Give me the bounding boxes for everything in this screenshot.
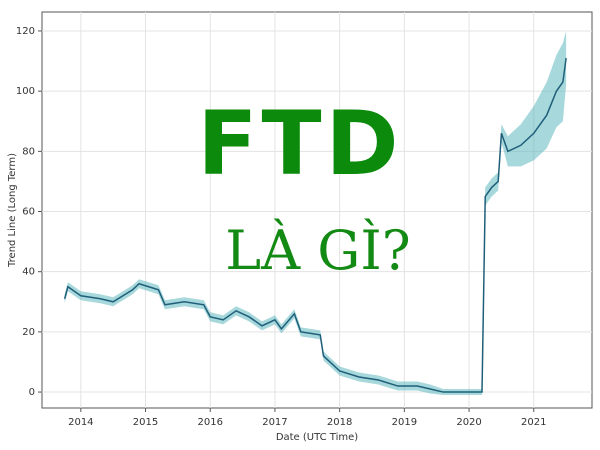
y-tick-label: 0 [29,387,35,398]
trend-line [63,57,567,393]
x-tick-label: 2020 [456,417,481,428]
overlay-title: FTD [197,92,402,195]
plot-frame [41,11,593,409]
grid [38,12,592,412]
confidence-band [64,30,567,396]
x-tick-label: 2019 [392,417,417,428]
y-axis-label: Trend Line (Long Term) [7,153,18,268]
y-tick-label: 40 [22,267,35,278]
x-tick-label: 2021 [521,417,546,428]
labels: 0 20 40 60 80 100 120 2014 2015 2016 2017 2018 2019 2… [16,26,547,428]
y-tick-label: 80 [22,146,35,157]
x-tick-label: 2016 [198,417,223,428]
y-tick-label: 120 [16,26,35,37]
y-tick-label: 60 [22,207,35,218]
x-tick-label: 2018 [327,417,352,428]
y-tick-label: 20 [22,327,35,338]
x-tick-label: 2014 [68,417,93,428]
overlay-subtitle: LÀ GÌ? [225,218,410,282]
x-axis-label: Date (UTC Time) [276,432,358,443]
y-tick-label: 100 [16,86,35,97]
x-tick-label: 2017 [262,417,287,428]
marks [63,30,567,396]
x-tick-label: 2015 [133,417,158,428]
